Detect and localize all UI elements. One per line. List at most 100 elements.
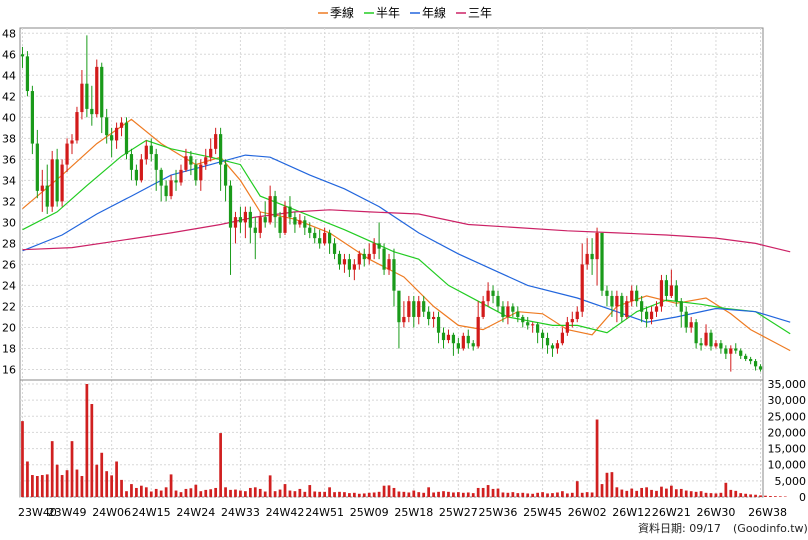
volume-bar (486, 485, 490, 497)
volume-bar (556, 492, 559, 497)
candle-body (689, 322, 693, 328)
candle-body (749, 358, 753, 362)
candle-body (233, 217, 238, 228)
volume-tick-label: 5,000 (775, 475, 807, 488)
price-tick-label: 46 (2, 48, 16, 61)
candle-body (169, 180, 173, 197)
candle-body (60, 164, 64, 202)
ma-line-季線 (22, 118, 791, 352)
candle-body (144, 145, 148, 160)
candle-body (223, 164, 228, 186)
candle-body (65, 143, 69, 165)
candle-body (75, 112, 79, 141)
volume-bar (754, 494, 757, 497)
volume-bar (561, 491, 564, 497)
volume-bar (90, 404, 94, 497)
volume-bar (605, 472, 609, 497)
candle-body (630, 290, 634, 302)
candle-body (744, 355, 748, 359)
price-panel: 16 18 20 22 24 26 28 30 32 34 36 38 40 42 44 46 48 (2, 27, 791, 381)
volume-bar (719, 492, 723, 497)
volume-bar (298, 488, 302, 497)
volume-bar (362, 493, 366, 497)
candle-body (516, 311, 520, 317)
candle-body (164, 185, 168, 197)
candle-body (491, 290, 495, 296)
volume-bar (308, 485, 312, 497)
x-tick-label: 26W38 (748, 506, 787, 519)
x-tick-label: 25W27 (439, 506, 478, 519)
legend-label: 年線 (422, 5, 446, 20)
candle-body (476, 316, 480, 347)
candle-body (560, 332, 564, 344)
volume-bar (283, 484, 287, 497)
candle-body (694, 322, 698, 344)
candle-body (288, 206, 292, 218)
volume-bar (457, 492, 460, 497)
ma-line-三年 (22, 209, 791, 253)
x-tick-label: 24W51 (305, 506, 344, 519)
price-tick-label: 20 (2, 321, 16, 334)
volume-bar (585, 492, 589, 497)
volume-bar (80, 476, 84, 497)
candle-body (714, 343, 718, 347)
candle-body (565, 322, 569, 333)
volume-bar (268, 475, 272, 497)
volume-bar (95, 464, 99, 497)
candle-body (219, 134, 223, 165)
legend-label: 三年 (468, 6, 492, 20)
volume-bar (55, 464, 59, 497)
volume-bar (234, 489, 237, 497)
candle-body (506, 306, 510, 317)
candle-body (174, 180, 178, 183)
volume-bar (164, 487, 168, 497)
volume-bar (422, 492, 426, 497)
volume-bar (323, 491, 326, 497)
volume-bar (174, 490, 178, 497)
x-tick-label: 26W02 (568, 506, 607, 519)
x-tick-label: 25W18 (394, 506, 433, 519)
candle-body (540, 332, 545, 338)
candle-body (204, 157, 208, 165)
volume-bar (65, 470, 69, 497)
volume-bar (699, 491, 703, 497)
candle-body (298, 220, 302, 225)
volume-bar (239, 490, 242, 497)
volume-bar (739, 493, 743, 497)
candle-body (724, 348, 728, 354)
candle-body (496, 295, 500, 307)
x-tick-label: 24W33 (221, 506, 260, 519)
volume-bar (248, 487, 252, 497)
candle-body (258, 217, 262, 233)
volume-bar (570, 492, 574, 497)
volume-bar (778, 496, 782, 497)
candle-body (149, 145, 153, 155)
volume-bar (580, 492, 584, 497)
volume-bar (417, 492, 421, 497)
volume-bar (229, 489, 232, 497)
volume-bar (551, 493, 554, 497)
candle-body (327, 232, 332, 244)
volume-bar (734, 490, 738, 497)
volume-bar (273, 491, 277, 497)
price-tick-label: 34 (2, 174, 16, 187)
volume-bar (694, 491, 698, 497)
candle-body (253, 227, 257, 233)
candle-body (40, 185, 44, 191)
candle-body (729, 348, 733, 354)
candle-body (263, 217, 267, 223)
candle-body (159, 169, 163, 186)
volume-bar (159, 490, 163, 497)
volume-bar (665, 488, 668, 497)
volume-bar (139, 485, 143, 497)
price-tick-label: 22 (2, 300, 16, 313)
volume-bar (412, 490, 416, 497)
candle-body (486, 290, 490, 302)
volume-bar (154, 488, 158, 497)
volume-bar (461, 492, 465, 497)
candle-body (154, 154, 158, 170)
candle-body (753, 361, 758, 367)
candle-body (412, 301, 416, 317)
candle-body (669, 285, 673, 296)
